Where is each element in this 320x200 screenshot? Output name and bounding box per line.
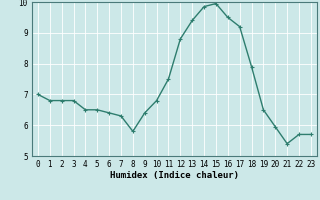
X-axis label: Humidex (Indice chaleur): Humidex (Indice chaleur) — [110, 171, 239, 180]
